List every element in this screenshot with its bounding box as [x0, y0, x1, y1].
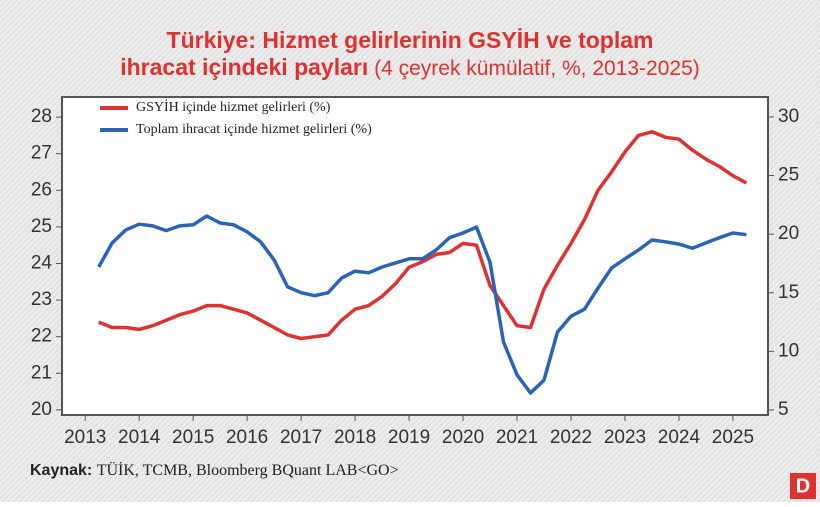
- y2-tick-label: 30: [778, 106, 799, 127]
- plot-area: [61, 96, 769, 416]
- logo-box: [790, 473, 816, 499]
- chart-subtitle: (4 çeyrek kümülatif, %, 2013-2025): [374, 57, 700, 80]
- y2-tick-label: 25: [778, 165, 799, 186]
- logo: D: [796, 475, 810, 497]
- x-tick-label: 2017: [280, 427, 322, 448]
- y-tick-label: 20: [31, 399, 52, 420]
- x-tick-label: 2021: [496, 427, 538, 448]
- chart-title: ihracat içindeki payları: [120, 54, 368, 80]
- x-tick-label: 2022: [550, 427, 592, 448]
- y-tick-label: 28: [31, 106, 52, 127]
- legend-label: Toplam ihracat içinde hizmet gelirleri (…: [136, 122, 372, 137]
- legend-label: GSYİH içinde hizmet gelirleri (%): [136, 99, 331, 115]
- y-tick-label: 27: [31, 143, 52, 164]
- y2-tick-label: 20: [778, 223, 799, 244]
- y2-tick-label: 10: [778, 340, 799, 361]
- x-tick-label: 2014: [118, 427, 161, 448]
- x-tick-label: 2019: [388, 427, 430, 448]
- x-tick-label: 2013: [64, 427, 106, 448]
- x-tick-label: 2018: [334, 427, 376, 448]
- x-tick-label: 2016: [226, 427, 268, 448]
- y-tick-label: 21: [31, 362, 52, 383]
- x-tick-label: 2025: [712, 427, 754, 448]
- y2-tick-label: 15: [778, 282, 799, 303]
- x-tick-label: 2020: [442, 427, 484, 448]
- y-tick-label: 26: [31, 179, 52, 200]
- x-tick-label: 2024: [658, 427, 701, 448]
- x-tick-label: 2015: [172, 427, 214, 448]
- chart-title-line2: ihracat içindeki payları (4 çeyrek kümül…: [120, 54, 700, 80]
- y-tick-label: 23: [31, 289, 52, 310]
- series-line: [98, 130, 748, 341]
- y-tick-label: 24: [31, 253, 53, 274]
- y-tick-label: 22: [31, 326, 52, 347]
- chart-title: Türkiye: Hizmet gelirlerinin GSYİH ve to…: [167, 27, 654, 53]
- x-tick-label: 2023: [604, 427, 646, 448]
- source-text: TÜİK, TCMB, Bloomberg BQuant LAB<GO>: [97, 461, 399, 479]
- y-tick-label: 25: [31, 216, 52, 237]
- source: Kaynak: TÜİK, TCMB, Bloomberg BQuant LAB…: [30, 461, 399, 480]
- series-line: [97, 214, 747, 395]
- y2-tick-label: 5: [778, 399, 789, 420]
- source-label: Kaynak:: [30, 462, 92, 479]
